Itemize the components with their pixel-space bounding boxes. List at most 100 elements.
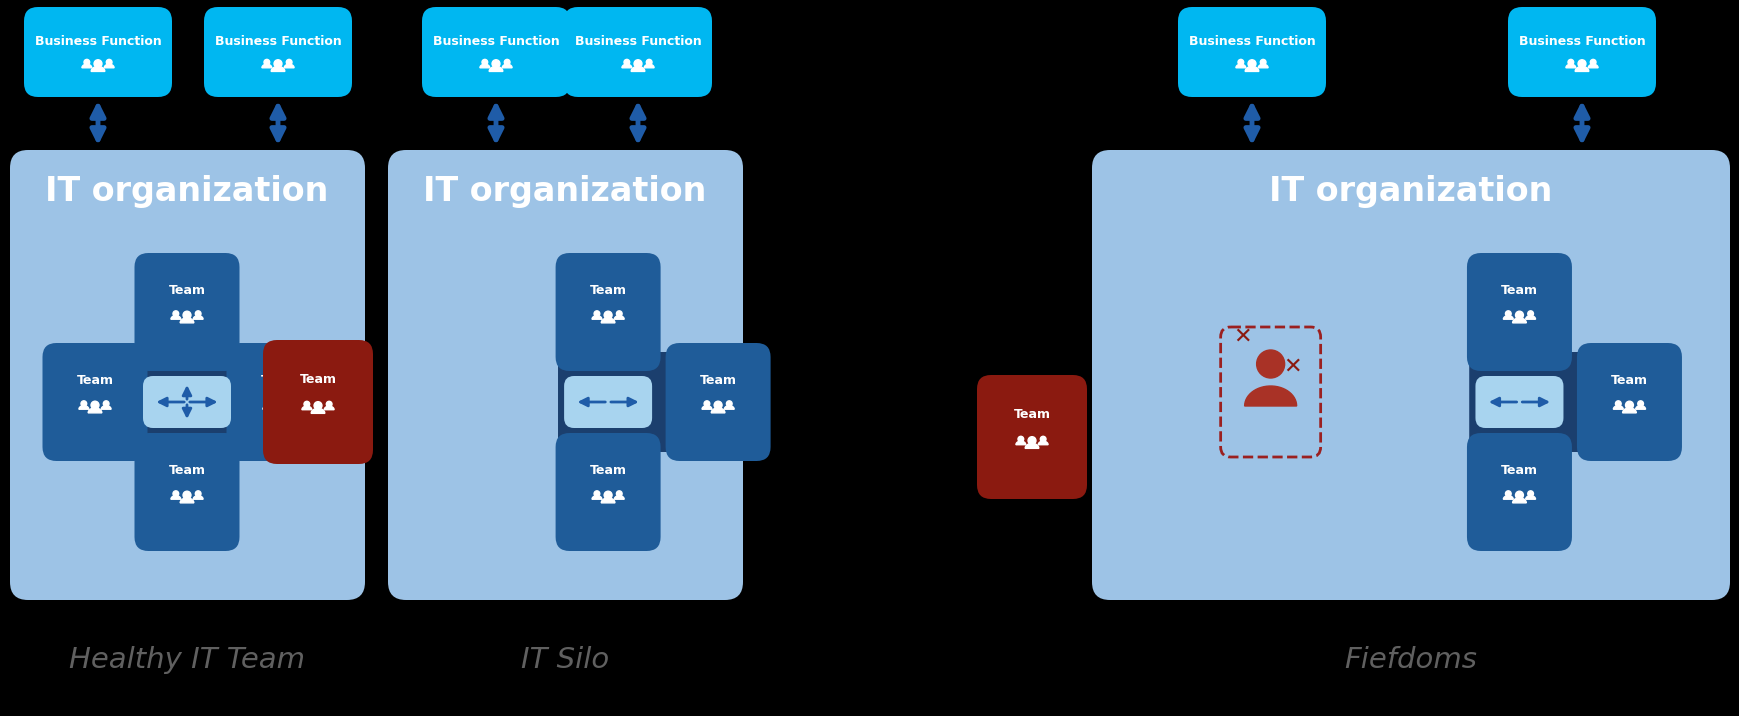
Text: Business Function: Business Function: [1188, 34, 1315, 48]
Circle shape: [313, 402, 322, 410]
Polygon shape: [1565, 64, 1576, 68]
Polygon shape: [1243, 386, 1296, 406]
Circle shape: [106, 59, 111, 65]
Text: Team: Team: [1012, 408, 1050, 421]
FancyBboxPatch shape: [1466, 253, 1570, 371]
Polygon shape: [602, 318, 614, 323]
Circle shape: [264, 401, 271, 407]
Polygon shape: [193, 316, 203, 319]
Polygon shape: [271, 67, 285, 72]
Polygon shape: [263, 405, 273, 410]
Circle shape: [1504, 311, 1509, 316]
FancyBboxPatch shape: [666, 343, 770, 461]
Polygon shape: [323, 406, 334, 410]
Text: Team: Team: [1610, 374, 1647, 387]
Circle shape: [1589, 59, 1595, 65]
Polygon shape: [1235, 64, 1245, 68]
Polygon shape: [271, 408, 285, 413]
Circle shape: [264, 59, 270, 65]
Polygon shape: [1525, 495, 1534, 499]
FancyBboxPatch shape: [563, 376, 652, 428]
Circle shape: [1028, 437, 1035, 445]
Text: Healthy IT Team: Healthy IT Team: [70, 646, 304, 674]
Text: Team: Team: [169, 464, 205, 478]
Text: IT Silo: IT Silo: [520, 646, 609, 674]
FancyBboxPatch shape: [1469, 290, 1569, 514]
Text: Team: Team: [261, 374, 297, 387]
Text: Team: Team: [590, 464, 626, 478]
FancyBboxPatch shape: [558, 290, 657, 514]
Polygon shape: [101, 405, 111, 410]
FancyBboxPatch shape: [226, 343, 332, 461]
Circle shape: [1567, 59, 1572, 65]
Circle shape: [183, 491, 191, 499]
Polygon shape: [1502, 316, 1513, 319]
Circle shape: [83, 59, 90, 65]
Circle shape: [624, 59, 630, 65]
FancyBboxPatch shape: [558, 352, 718, 452]
FancyBboxPatch shape: [1576, 343, 1682, 461]
FancyBboxPatch shape: [1092, 150, 1729, 600]
Polygon shape: [170, 316, 181, 319]
Circle shape: [287, 401, 292, 407]
FancyBboxPatch shape: [24, 7, 172, 97]
Polygon shape: [89, 408, 103, 413]
Polygon shape: [193, 495, 203, 499]
Polygon shape: [1016, 441, 1026, 445]
Polygon shape: [1622, 408, 1635, 413]
FancyBboxPatch shape: [423, 7, 570, 97]
Text: Fiefdoms: Fiefdoms: [1344, 646, 1476, 674]
Polygon shape: [591, 316, 602, 319]
Text: Business Function: Business Function: [574, 34, 701, 48]
Circle shape: [90, 401, 99, 409]
Polygon shape: [480, 64, 489, 68]
Polygon shape: [104, 64, 115, 68]
Polygon shape: [631, 67, 645, 72]
Circle shape: [82, 401, 87, 407]
Circle shape: [633, 59, 642, 67]
Circle shape: [273, 59, 282, 67]
Circle shape: [1577, 59, 1584, 67]
Circle shape: [183, 311, 191, 319]
Text: ✕: ✕: [1283, 357, 1301, 377]
FancyBboxPatch shape: [203, 7, 351, 97]
FancyBboxPatch shape: [976, 375, 1087, 499]
Polygon shape: [1588, 64, 1596, 68]
Polygon shape: [303, 406, 311, 410]
Polygon shape: [591, 495, 602, 499]
Circle shape: [725, 401, 732, 407]
Polygon shape: [621, 64, 631, 68]
FancyBboxPatch shape: [134, 433, 240, 551]
Circle shape: [1515, 311, 1523, 319]
Circle shape: [593, 490, 600, 496]
FancyBboxPatch shape: [1469, 352, 1628, 452]
Polygon shape: [489, 67, 503, 72]
Text: ✕: ✕: [1233, 327, 1252, 347]
Polygon shape: [1038, 441, 1047, 445]
Circle shape: [1504, 490, 1509, 496]
Polygon shape: [711, 408, 725, 413]
Circle shape: [1614, 401, 1621, 407]
Circle shape: [327, 401, 332, 407]
Circle shape: [1515, 491, 1523, 499]
Polygon shape: [1635, 405, 1645, 410]
Polygon shape: [614, 495, 624, 499]
Polygon shape: [170, 495, 181, 499]
Polygon shape: [643, 64, 654, 68]
Polygon shape: [1024, 443, 1038, 448]
Circle shape: [492, 59, 499, 67]
Circle shape: [1256, 350, 1283, 378]
Circle shape: [172, 311, 179, 316]
Circle shape: [1247, 59, 1256, 67]
Text: Team: Team: [1501, 464, 1537, 478]
Circle shape: [287, 59, 292, 65]
Circle shape: [645, 59, 652, 65]
Circle shape: [593, 311, 600, 316]
Polygon shape: [1574, 67, 1588, 72]
Circle shape: [1527, 490, 1532, 496]
Circle shape: [195, 311, 202, 316]
FancyBboxPatch shape: [555, 253, 661, 371]
Text: Team: Team: [1501, 284, 1537, 297]
FancyBboxPatch shape: [388, 150, 743, 600]
FancyBboxPatch shape: [134, 253, 240, 371]
